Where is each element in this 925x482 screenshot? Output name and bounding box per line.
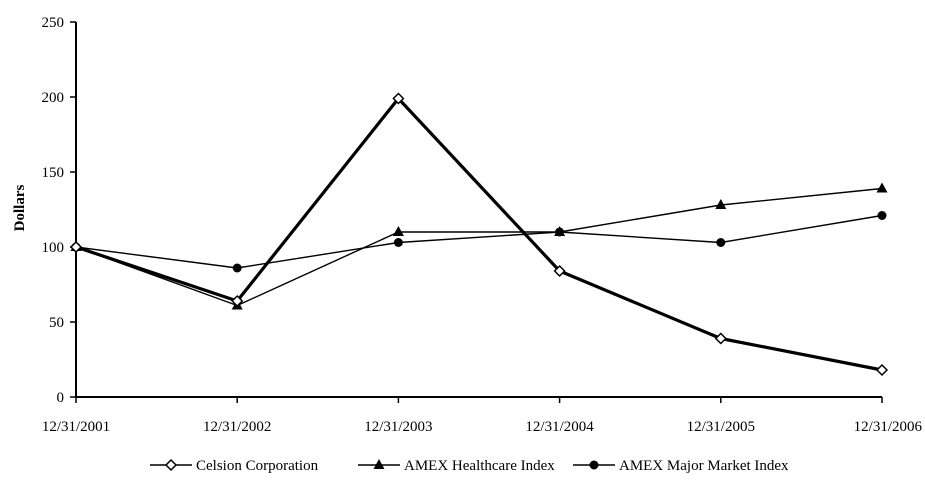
series-group (69, 92, 889, 377)
y-tick-label: 100 (42, 240, 65, 256)
data-point (877, 211, 887, 220)
data-point (231, 294, 244, 308)
series-line (75, 187, 883, 307)
data-point (392, 226, 404, 236)
legend-item: Celsion Corporation (150, 458, 319, 474)
x-tick-label: 12/31/2004 (525, 419, 594, 435)
legend-marker (164, 458, 178, 472)
x-tick-label: 12/31/2006 (854, 419, 923, 435)
x-tick-label: 12/31/2002 (203, 419, 271, 435)
data-point (555, 227, 565, 237)
y-tick-label: 50 (49, 315, 64, 331)
data-point (392, 92, 405, 105)
series-line (75, 214, 883, 269)
x-tick-label: 12/31/2003 (364, 419, 432, 435)
y-tick-label: 150 (42, 165, 65, 181)
y-tick-label: 200 (42, 90, 65, 106)
legend-item: AMEX Healthcare Index (358, 458, 555, 474)
y-tick-label: 0 (57, 390, 65, 406)
data-point (69, 240, 83, 254)
legend: Celsion Corporation AMEX Healthcare Index… (150, 458, 789, 474)
legend-label: Celsion Corporation (196, 458, 319, 474)
x-tick-label: 12/31/2005 (687, 419, 755, 435)
x-tick-label: 12/31/2001 (42, 419, 110, 435)
data-point (393, 238, 403, 247)
data-point (716, 238, 726, 247)
series-1 (70, 182, 888, 310)
legend-item: AMEX Major Market Index (573, 458, 789, 474)
y-tick-label: 250 (42, 15, 65, 31)
y-axis-title: Dollars (12, 185, 28, 232)
data-point (714, 332, 727, 345)
series-2 (71, 211, 887, 273)
y-axis-ticks: 0 50 100 150 200 250 (42, 15, 76, 406)
data-point (875, 363, 889, 377)
data-point (876, 182, 888, 193)
y-axis-title-group: Dollars (12, 185, 28, 232)
legend-label: AMEX Healthcare Index (404, 458, 555, 474)
legend-marker (589, 460, 599, 470)
legend-marker (373, 459, 385, 469)
data-point (553, 264, 566, 278)
x-axis-ticks: 12/31/2001 12/31/2002 12/31/2003 12/31/2004… (42, 397, 923, 435)
legend-label: AMEX Major Market Index (619, 458, 789, 474)
series-0 (69, 92, 889, 377)
data-point (232, 263, 242, 273)
data-point (715, 199, 727, 209)
series-line (75, 96, 883, 372)
